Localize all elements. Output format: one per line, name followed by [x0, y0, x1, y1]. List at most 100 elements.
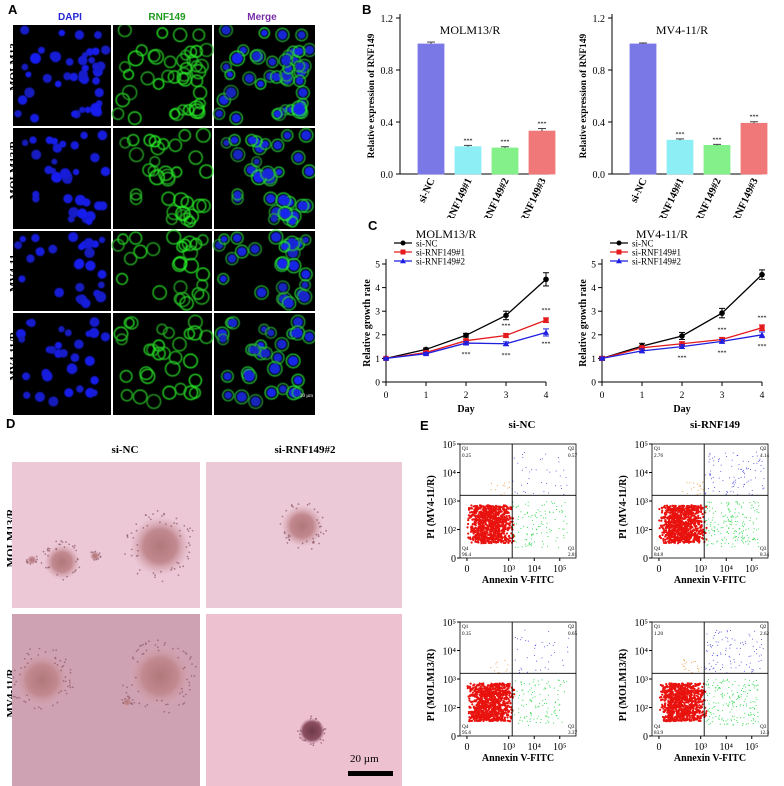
flow-xtick: 10⁵: [553, 742, 567, 753]
sig-mark: ***: [758, 316, 767, 322]
flow-ylabel: PI (MV4-11/R): [618, 475, 629, 539]
quadrant-label: Q3: [760, 546, 767, 552]
scale-bar-d: [348, 771, 393, 776]
line-chart-molm13r: MOLM13/R Relative growth rate Day 0 1 2 3 4 5 0 1 2…: [362, 227, 551, 415]
line-ytick-label: 2: [375, 331, 380, 341]
quadrant-value-q4: 84.8: [654, 552, 663, 558]
sig-mark: ***: [718, 350, 727, 356]
sig-mark: ***: [464, 138, 473, 144]
flow-ytick: 10²: [443, 526, 456, 537]
colony-8: [299, 718, 325, 744]
line-ytick-label: 4: [591, 284, 596, 294]
bar-chart-ylabel: Relative expression of RNF149: [367, 33, 377, 158]
data-point: [719, 338, 725, 344]
flow-xtick: 10⁴: [527, 564, 541, 575]
line-xtick-label: 4: [760, 391, 765, 401]
flow-ytick: 0: [643, 732, 648, 743]
micrograph-0-1: [111, 25, 214, 126]
quadrant-value-q1: 0.35: [462, 631, 471, 637]
data-point: [543, 276, 549, 283]
quadrant-value-q3: 2.81: [568, 552, 577, 558]
data-point: [463, 339, 469, 346]
colony-6: [128, 644, 192, 708]
micrograph-grid: [13, 25, 315, 415]
flow-ylabel: PI (MOLM13/R): [426, 649, 437, 722]
bar-3: [528, 130, 556, 175]
flow-ytick: 10⁵: [443, 618, 457, 629]
bar-0: [417, 43, 445, 175]
sig-mark: ***: [718, 328, 727, 334]
colony-4: [281, 505, 323, 547]
quadrant-value-q1: 0.25: [462, 453, 471, 459]
flow-xtick: 10⁴: [719, 564, 733, 575]
colony-0: [44, 544, 80, 580]
sig-mark: ***: [542, 308, 551, 314]
quadrant-label: Q1: [654, 624, 661, 630]
panel-label-d: D: [6, 416, 16, 431]
flow-ytick: 10⁴: [443, 647, 457, 658]
flow-ytick: 10³: [635, 675, 648, 686]
legend-label: si-RNF149#2: [632, 257, 681, 267]
quadrant-label: Q3: [568, 546, 575, 552]
quadrant-value-q4: 96.4: [462, 552, 471, 558]
quadrant-value-q3: 8.34: [760, 552, 769, 558]
line-ytick-label: 5: [591, 261, 596, 271]
line-xtick-label: 2: [464, 391, 469, 401]
panel-a-image-grid: [13, 25, 315, 415]
bar-2: [491, 147, 519, 175]
quadrant-value-q2: 0.65: [568, 631, 577, 637]
legend-label: si-NC: [416, 239, 438, 249]
quadrant-value-q1: 2.76: [654, 453, 663, 459]
data-point: [423, 350, 429, 357]
bar-category-label: si-RNF149#1: [440, 177, 475, 218]
panel-a-scale-text: 20 µm: [300, 394, 314, 399]
line-ytick-label: 1: [591, 355, 596, 365]
flow-xtick: 10⁴: [527, 742, 541, 753]
line-ytick-label: 5: [375, 261, 380, 271]
micrograph-1-1: [113, 127, 214, 229]
flow-xtick: 10³: [502, 742, 515, 753]
quadrant-label: Q4: [462, 546, 469, 552]
sig-mark: ***: [501, 140, 510, 146]
sig-mark: ***: [758, 344, 767, 350]
quadrant-label: Q4: [654, 724, 661, 730]
bar-category-label: si-NC: [629, 177, 650, 205]
line-xtick-label: 1: [424, 391, 429, 401]
flow-xlabel: Annexin V-FITC: [674, 753, 746, 764]
line-xtick-label: 3: [720, 391, 725, 401]
flow-plot-3: PI (MOLM13/R)Q11.20Q22.62Q483.9Q312.310⁵…: [618, 618, 769, 764]
data-point: [543, 317, 549, 323]
flow-xtick: 10³: [694, 564, 707, 575]
data-point: [383, 355, 389, 361]
panel-d-colony-images: si-NC si-RNF149#2 MOLM13/R MV4-11/R 20 µ…: [0, 418, 415, 786]
colony-7: [122, 697, 132, 707]
bar-category-label: si-NC: [417, 177, 438, 205]
micrograph-3-2: [214, 313, 315, 415]
line-chart-ylabel: Relative growth rate: [578, 279, 589, 367]
bar-0: [629, 43, 657, 175]
line-chart-mv411r: MV4-11/R Relative growth rate Day 0 1 2 3 4 5 0 1 2…: [578, 227, 767, 415]
quadrant-value-q4: 83.9: [654, 730, 663, 736]
flow-xtick: 10⁵: [745, 742, 759, 753]
bar-category-label: si-RNF149#3: [514, 177, 549, 218]
series-line-0: [385, 278, 547, 360]
quadrant-value-q4: 95.6: [462, 730, 471, 736]
line-xtick-label: 3: [504, 391, 509, 401]
sig-mark: ***: [502, 324, 511, 330]
flow-xtick: 10³: [694, 742, 707, 753]
bar-chart-molm13r: MOLM13/R Relative expression of RNF149 0.0…: [367, 14, 556, 218]
panel-d-scale-text: 20 µm: [350, 753, 379, 765]
quadrant-label: Q4: [654, 546, 661, 552]
sig-mark: ***: [676, 132, 685, 138]
flow-ylabel: PI (MOLM13/R): [618, 649, 629, 722]
col-header-dapi: DAPI: [58, 12, 82, 23]
panel-c-line-charts: MOLM13/R Relative growth rate Day 0 1 2 3 4 5 0 1 2…: [362, 227, 767, 415]
colony-3: [130, 516, 190, 576]
data-point: [463, 332, 469, 339]
line-xtick-label: 0: [384, 391, 389, 401]
line-ytick-label: 4: [375, 284, 380, 294]
quadrant-label: Q1: [462, 624, 469, 630]
flow-ytick: 10²: [635, 704, 648, 715]
legend-label: si-RNF149#1: [416, 248, 465, 258]
